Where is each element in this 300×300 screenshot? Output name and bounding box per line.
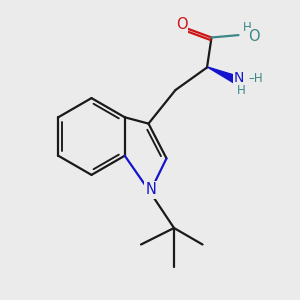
Text: H: H — [237, 84, 246, 98]
Text: H: H — [243, 21, 252, 34]
Text: N: N — [145, 182, 156, 197]
Text: N: N — [234, 71, 244, 85]
Text: O: O — [176, 17, 187, 32]
Text: O: O — [248, 29, 260, 44]
Polygon shape — [207, 67, 237, 83]
Text: –H: –H — [248, 71, 263, 85]
